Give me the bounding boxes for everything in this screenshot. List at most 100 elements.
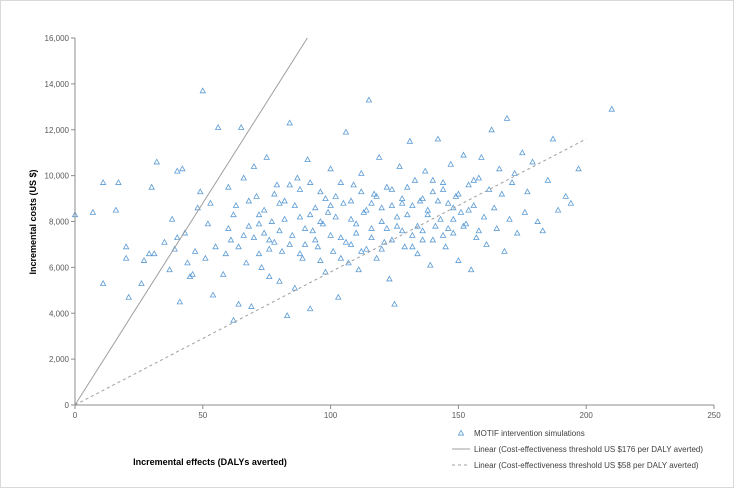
data-point — [235, 300, 242, 307]
data-point — [462, 220, 470, 227]
data-point — [230, 211, 237, 218]
data-point — [483, 241, 490, 247]
data-point — [501, 247, 508, 254]
data-point — [429, 188, 437, 195]
data-point — [317, 257, 324, 263]
data-point — [439, 179, 447, 185]
x-tick-label: 0 — [73, 411, 78, 420]
data-point — [429, 176, 437, 183]
data-point — [276, 227, 283, 234]
y-tick-label: 4,000 — [49, 309, 70, 318]
data-point — [301, 224, 309, 231]
data-point — [368, 234, 375, 241]
data-point — [271, 190, 278, 197]
data-point — [437, 215, 444, 222]
data-point — [529, 158, 536, 165]
data-point — [255, 250, 263, 257]
data-point — [455, 257, 462, 263]
data-point — [286, 119, 293, 126]
data-point — [347, 215, 355, 222]
data-point — [345, 259, 352, 266]
data-point — [299, 254, 306, 261]
data-point — [368, 224, 375, 231]
data-point — [424, 211, 432, 218]
data-point — [184, 259, 191, 266]
data-point — [496, 165, 503, 172]
data-point — [365, 96, 373, 103]
data-point — [427, 261, 434, 268]
data-point — [268, 218, 276, 224]
data-point — [227, 236, 235, 243]
data-point — [258, 263, 265, 270]
data-point — [306, 179, 314, 185]
data-point — [250, 234, 258, 241]
data-point — [153, 158, 161, 165]
data-point — [306, 211, 314, 218]
data-point — [296, 250, 304, 257]
data-point — [488, 126, 495, 133]
data-point — [373, 254, 380, 261]
data-point — [554, 206, 562, 213]
data-point — [450, 229, 457, 236]
data-point — [265, 273, 273, 280]
data-point — [524, 188, 531, 195]
data-point — [352, 229, 360, 236]
data-point — [161, 238, 168, 245]
data-point — [539, 227, 547, 234]
data-point — [342, 238, 350, 245]
data-point — [414, 222, 421, 229]
data-point — [473, 234, 480, 241]
data-point — [311, 204, 319, 211]
data-point — [125, 293, 132, 300]
data-point — [248, 302, 255, 309]
data-point — [480, 213, 488, 220]
data-point — [357, 188, 365, 195]
data-point — [460, 151, 467, 158]
data-point — [340, 199, 347, 206]
data-points-group — [71, 87, 616, 323]
data-point — [168, 215, 176, 222]
data-point — [255, 211, 263, 218]
y-tick-label: 0 — [65, 401, 70, 410]
data-point — [309, 227, 316, 234]
data-point — [291, 202, 299, 208]
threshold-line-176 — [74, 37, 308, 406]
legend-marker-simulations — [457, 429, 465, 436]
data-point — [608, 105, 616, 112]
data-point — [373, 192, 380, 199]
y-tick-label: 12,000 — [45, 126, 70, 135]
data-point — [378, 245, 385, 252]
data-point — [439, 231, 447, 238]
data-point — [401, 243, 409, 250]
data-point — [498, 190, 506, 197]
data-point — [393, 222, 401, 229]
data-point — [467, 266, 475, 273]
data-point — [352, 220, 360, 227]
data-point — [265, 245, 273, 252]
data-point — [204, 220, 212, 227]
data-point — [250, 163, 258, 169]
data-point — [288, 231, 296, 238]
data-point — [332, 192, 339, 199]
data-point — [145, 250, 153, 257]
data-point — [406, 137, 414, 144]
data-point — [383, 224, 391, 231]
data-point — [173, 167, 181, 174]
data-point — [357, 247, 365, 254]
data-point — [493, 224, 501, 231]
legend-label-176: Linear (Cost-effectiveness threshold US … — [474, 445, 703, 454]
data-point — [89, 208, 97, 215]
x-tick-labels: 0 50 100 150 200 250 — [73, 405, 721, 420]
data-point — [490, 204, 498, 211]
data-point — [398, 199, 406, 206]
data-point — [327, 165, 334, 172]
data-point — [375, 153, 383, 160]
data-point — [324, 208, 332, 215]
data-point — [393, 213, 401, 220]
data-point — [511, 169, 518, 176]
data-point — [122, 243, 130, 250]
data-point — [278, 247, 286, 254]
data-point — [447, 160, 455, 167]
data-point — [521, 208, 529, 215]
data-point — [283, 312, 291, 319]
